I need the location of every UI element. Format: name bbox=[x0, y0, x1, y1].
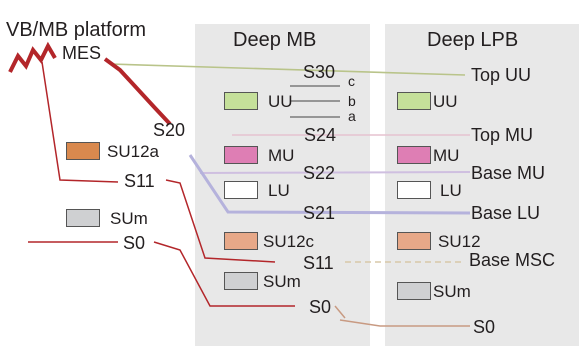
sub-c-label: c bbox=[348, 73, 355, 89]
s21-base-lu-line bbox=[188, 154, 471, 215]
base-msc-label: Base MSC bbox=[469, 250, 556, 270]
su12-lpb-label: SU12 bbox=[438, 232, 481, 251]
s0-lower-line bbox=[339, 319, 470, 327]
s11-mb-label: S11 bbox=[303, 253, 334, 273]
mu-mb-swatch bbox=[224, 146, 258, 164]
mu-lpb-swatch bbox=[397, 146, 431, 164]
uu-lpb-label: UU bbox=[433, 92, 458, 111]
mu-lpb-label: MU bbox=[433, 146, 460, 165]
mes-surface-line bbox=[103, 57, 172, 126]
s30-top-uu-line bbox=[109, 63, 466, 76]
sum-platform-swatch bbox=[66, 209, 100, 227]
s0-lpb-label: S0 bbox=[473, 317, 496, 337]
su12c-label: SU12c bbox=[263, 232, 315, 251]
s0-deep-to-lpb-line bbox=[334, 305, 346, 319]
sum-platform-label: SUm bbox=[110, 209, 148, 228]
top-mu-label: Top MU bbox=[471, 125, 534, 145]
s11-platform-label: S11 bbox=[124, 171, 155, 191]
s24-label: S24 bbox=[304, 125, 337, 145]
su12a-label: SU12a bbox=[107, 142, 159, 161]
su12-lpb-swatch bbox=[397, 232, 431, 250]
s11-to-deep-line bbox=[165, 179, 276, 263]
s22-label: S22 bbox=[303, 163, 336, 183]
s0-mb-label: S0 bbox=[309, 297, 332, 317]
mes-label: MES bbox=[62, 43, 102, 63]
s0-platform-label: S0 bbox=[123, 233, 146, 253]
unconformity-zigzag bbox=[8, 41, 57, 73]
sum-lpb-swatch bbox=[397, 282, 431, 300]
platform-title: VB/MB platform bbox=[6, 19, 147, 41]
su12c-swatch bbox=[224, 232, 258, 250]
s11-platform-line bbox=[41, 61, 119, 183]
s20-label: S20 bbox=[153, 120, 186, 140]
uu-mb-swatch bbox=[224, 92, 258, 110]
s22-base-mu-line bbox=[199, 171, 471, 174]
lu-mb-swatch bbox=[224, 181, 258, 199]
lu-lpb-swatch bbox=[397, 181, 431, 199]
sum-mb-swatch bbox=[224, 272, 258, 290]
s30-label: S30 bbox=[303, 62, 336, 82]
lu-mb-label: LU bbox=[268, 181, 290, 200]
mu-mb-label: MU bbox=[268, 146, 295, 165]
sub-a-label: a bbox=[348, 108, 356, 124]
base-mu-label: Base MU bbox=[471, 163, 546, 183]
s0-to-deep-line bbox=[153, 241, 295, 307]
lu-lpb-label: LU bbox=[440, 181, 462, 200]
base-lu-label: Base LU bbox=[471, 203, 541, 223]
sum-mb-label: SUm bbox=[263, 272, 301, 291]
uu-mb-label: UU bbox=[268, 92, 293, 111]
sum-lpb-label: SUm bbox=[433, 282, 471, 301]
deep-lpb-title: Deep LPB bbox=[427, 29, 519, 51]
uu-lpb-swatch bbox=[397, 92, 431, 110]
sub-b-label: b bbox=[348, 93, 356, 109]
top-uu-label: Top UU bbox=[471, 65, 532, 85]
s21-label: S21 bbox=[303, 203, 336, 223]
su12a-swatch bbox=[66, 142, 100, 160]
deep-mb-title: Deep MB bbox=[233, 29, 317, 51]
